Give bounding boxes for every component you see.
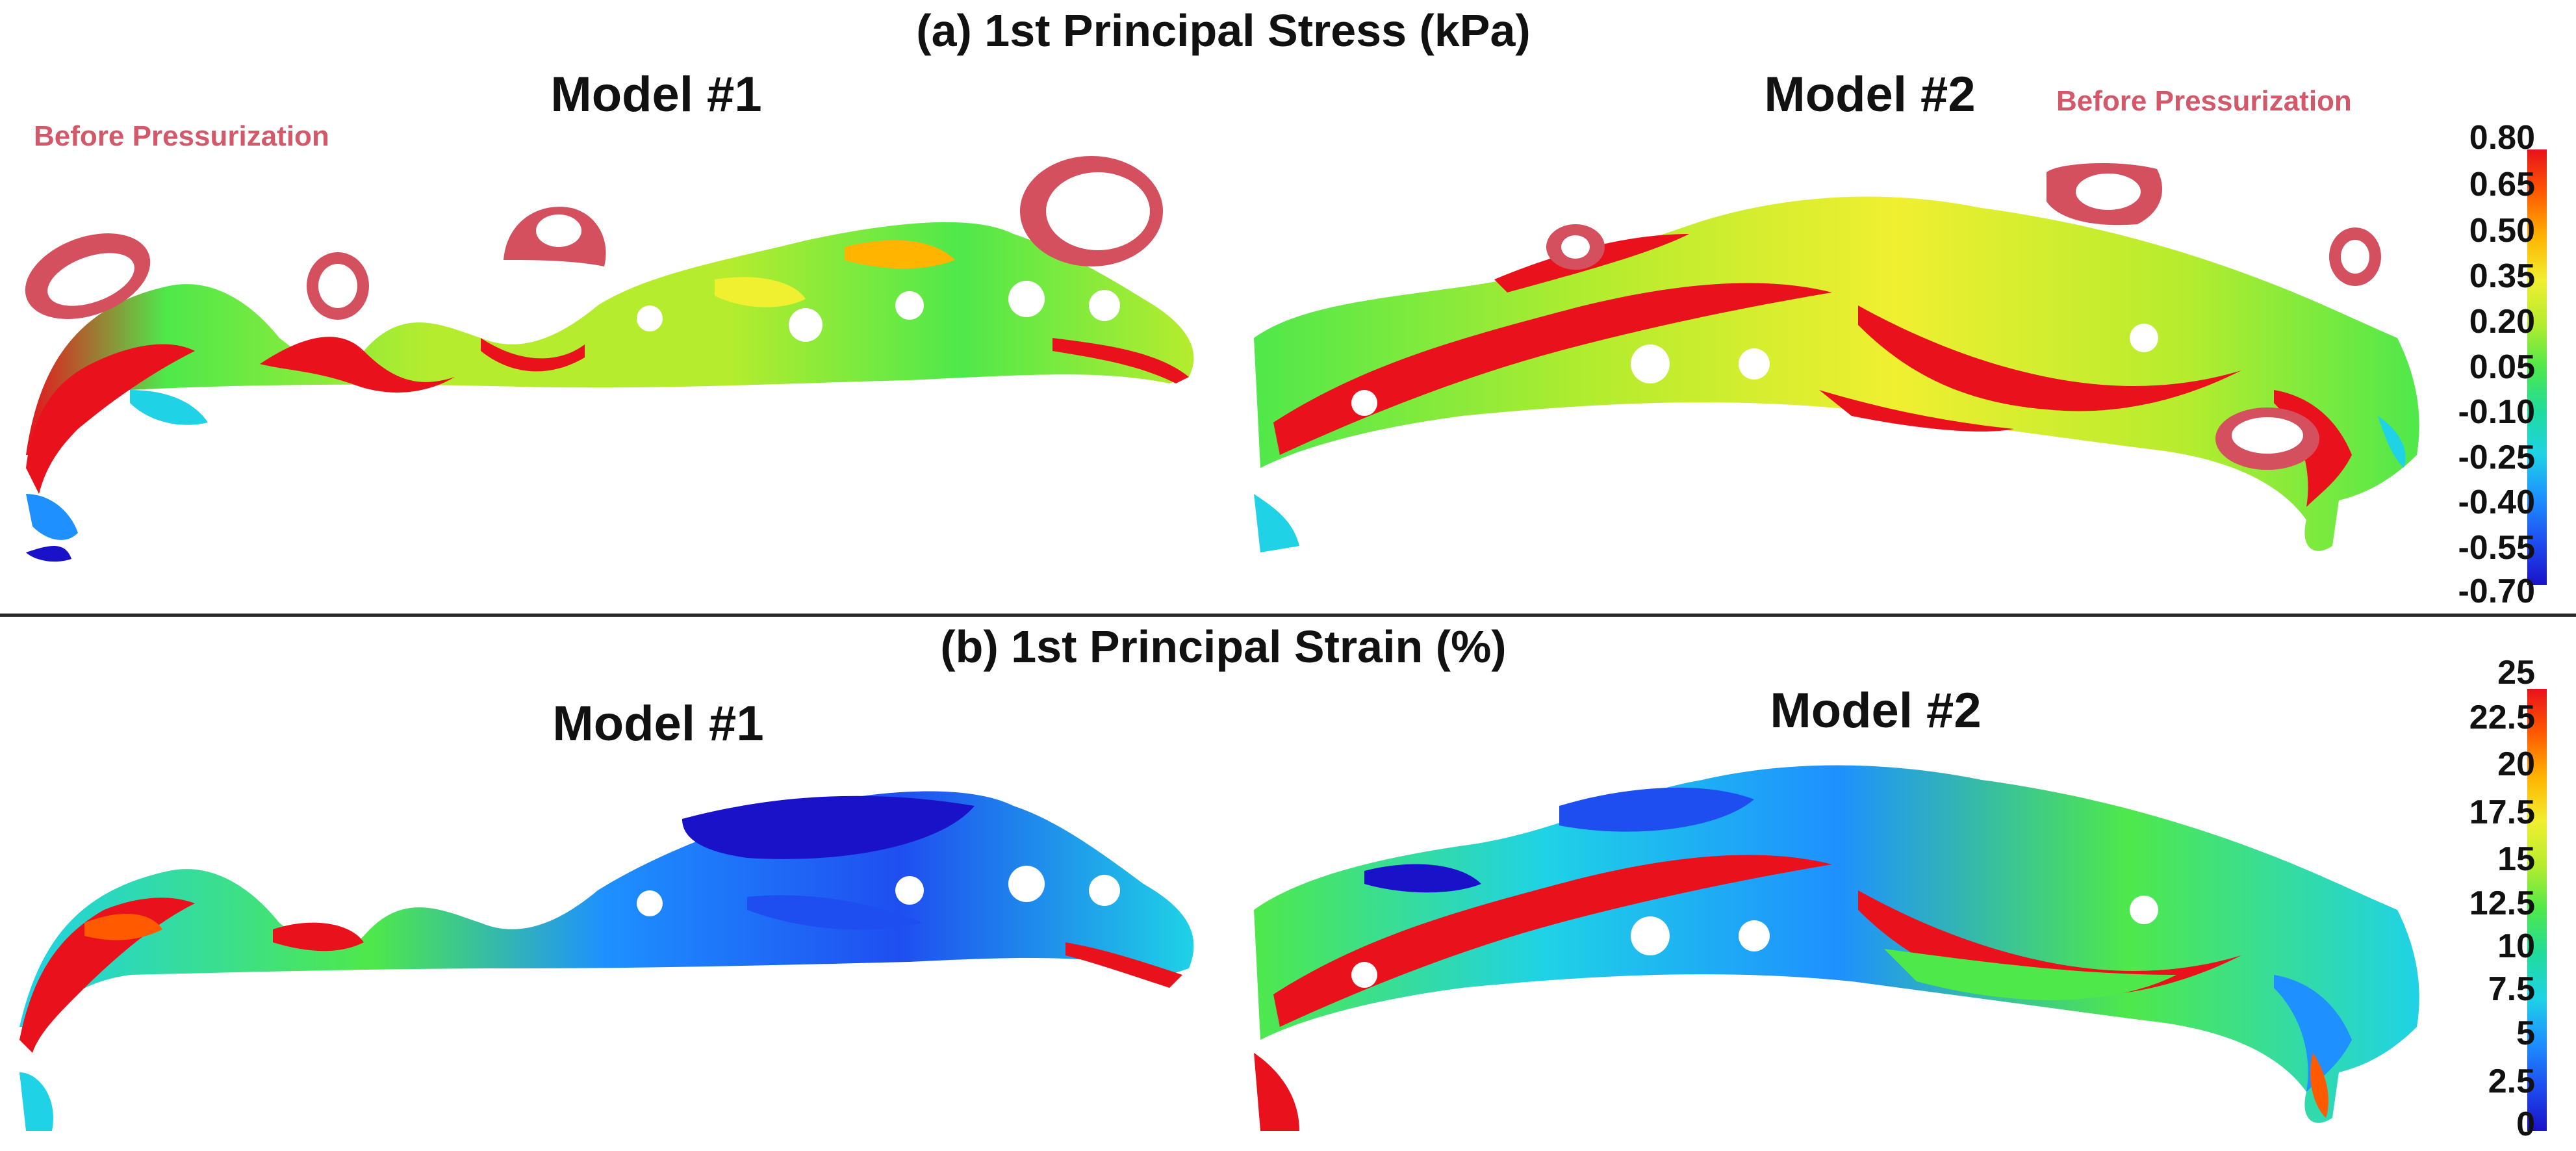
panel-a-title: (a) 1st Principal Stress (kPa) bbox=[916, 5, 1531, 56]
before-pressurization-label-1: Before Pressurization bbox=[34, 120, 329, 152]
before-shapes-model1-holes bbox=[47, 172, 1150, 308]
stress-tick-5: 0.05 bbox=[2469, 348, 2535, 386]
stress-tick-9: -0.55 bbox=[2458, 529, 2535, 567]
strain-model2-field bbox=[1254, 765, 2419, 1131]
stress-model2-field bbox=[1254, 196, 2419, 552]
panel-a-model2-title: Model #2 bbox=[1764, 67, 1976, 122]
stress-tick-0: 0.80 bbox=[2469, 119, 2535, 157]
stress-tick-2: 0.50 bbox=[2469, 212, 2535, 250]
strain-tick-6: 10 bbox=[2497, 927, 2535, 965]
stress-tick-6: -0.10 bbox=[2458, 393, 2535, 431]
strain-tick-0: 25 bbox=[2497, 654, 2535, 692]
before-pressurization-label-2: Before Pressurization bbox=[2056, 85, 2352, 117]
stress-tick-3: 0.35 bbox=[2469, 257, 2535, 295]
stress-model1-field bbox=[26, 222, 1194, 562]
panel-b-title: (b) 1st Principal Strain (%) bbox=[940, 621, 1507, 672]
colorbar-stress bbox=[2527, 149, 2547, 585]
panel-divider bbox=[0, 614, 2576, 617]
strain-tick-4: 15 bbox=[2497, 840, 2535, 878]
strain-tick-9: 2.5 bbox=[2488, 1063, 2535, 1100]
strain-tick-10: 0 bbox=[2516, 1106, 2535, 1143]
strain-tick-5: 12.5 bbox=[2469, 885, 2535, 922]
stress-tick-7: -0.25 bbox=[2458, 439, 2535, 476]
panel-a-model1-title: Model #1 bbox=[550, 67, 762, 122]
stress-tick-10: -0.70 bbox=[2458, 573, 2535, 610]
strain-model1-field bbox=[19, 791, 1194, 1131]
strain-tick-3: 17.5 bbox=[2469, 794, 2535, 831]
strain-tick-2: 20 bbox=[2497, 745, 2535, 783]
panel-b-model2-title: Model #2 bbox=[1770, 683, 1982, 738]
panel-b-model1-title: Model #1 bbox=[552, 696, 764, 751]
before-shapes-model2-holes bbox=[1561, 174, 2369, 454]
stress-tick-4: 0.20 bbox=[2469, 303, 2535, 341]
colorbar-strain bbox=[2527, 689, 2547, 1131]
strain-tick-7: 7.5 bbox=[2488, 970, 2535, 1008]
strain-tick-1: 22.5 bbox=[2469, 699, 2535, 736]
stress-tick-1: 0.65 bbox=[2469, 166, 2535, 203]
strain-tick-8: 5 bbox=[2516, 1015, 2535, 1052]
stress-tick-8: -0.40 bbox=[2458, 484, 2535, 521]
